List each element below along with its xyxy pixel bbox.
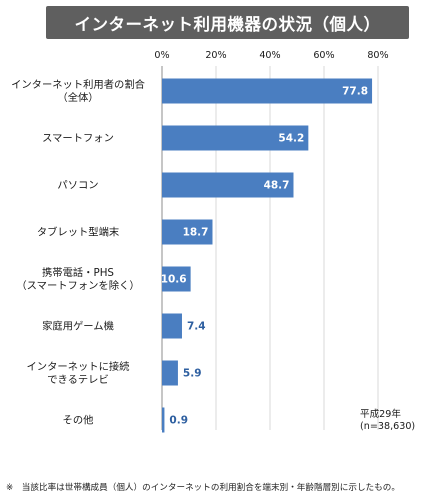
category-label: 家庭用ゲーム機 (42, 320, 114, 333)
data-label: 10.6 (161, 274, 187, 286)
category-label: インターネットに接続 (27, 360, 130, 373)
bar (162, 266, 191, 292)
x-tick-label: 40% (259, 50, 280, 61)
x-tick-label: 60% (313, 50, 334, 61)
x-tick-label: 0% (154, 50, 169, 61)
title-banner: インターネット利用機器の状況（個人） (46, 6, 409, 39)
note-year: 平成29年 (360, 409, 401, 420)
data-label: 54.2 (278, 133, 304, 145)
category-label: インターネット利用者の割合 (11, 78, 145, 91)
chart-title: インターネット利用機器の状況（個人） (74, 14, 381, 34)
bar (162, 407, 165, 433)
category-label: （全体） (57, 91, 98, 104)
bar (162, 360, 178, 386)
data-label: 5.9 (183, 368, 202, 380)
category-label: その他 (63, 414, 94, 427)
bar (162, 172, 294, 198)
category-label: タブレット型端末 (37, 226, 119, 239)
footnote: ※ 当該比率は世帯構成員（個人）のインターネットの利用割合を端末別・年齢階層別に… (6, 483, 400, 493)
sample-note: 平成29年 (n=38,630) (360, 409, 440, 433)
bar (162, 125, 309, 151)
x-tick-label: 80% (367, 50, 388, 61)
data-label: 48.7 (264, 180, 290, 192)
bar (162, 219, 213, 245)
category-label: 携帯電話・PHS (42, 266, 114, 279)
data-label: 0.9 (169, 415, 188, 427)
data-label: 77.8 (342, 86, 368, 98)
data-label: 18.7 (183, 227, 209, 239)
category-label: パソコン (57, 180, 98, 192)
bar (162, 78, 373, 104)
data-label: 7.4 (187, 321, 206, 333)
category-label: （スマートフォンを除く） (16, 279, 139, 292)
category-label: できるテレビ (47, 374, 109, 386)
x-tick-label: 20% (205, 50, 226, 61)
note-sample-size: (n=38,630) (360, 421, 416, 432)
category-label: スマートフォン (42, 133, 114, 145)
bar (162, 313, 182, 339)
